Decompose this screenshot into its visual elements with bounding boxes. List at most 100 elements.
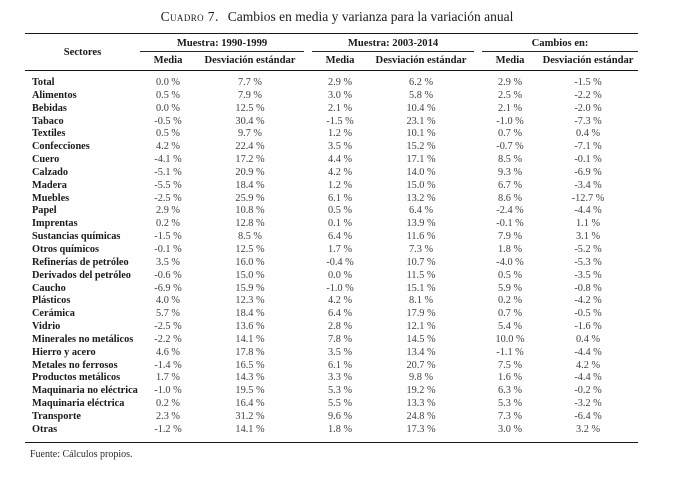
column-gap	[304, 218, 312, 231]
desviacion-2003-value: 13.4 %	[406, 346, 436, 358]
desviacion-1990-value: 8.5 %	[237, 231, 263, 243]
sector-name: Refinerías de petróleo	[32, 256, 129, 268]
column-header-sectores: Sectores	[25, 33, 140, 71]
desviacion-1990-value: 25.9 %	[235, 192, 265, 204]
column-gap	[304, 398, 312, 411]
media-1990-value: -2.2 %	[154, 333, 182, 345]
media-1990-value: -5.1 %	[154, 166, 182, 178]
cambio-media-value: 5.4 %	[498, 321, 523, 333]
sector-name: Madera	[32, 179, 67, 191]
table-row: Sustancias químicas -1.5 % 8.5 % 6.4 % 1…	[25, 231, 638, 244]
column-gap	[474, 90, 482, 103]
cambio-desviacion-value: -5.2 %	[574, 243, 602, 255]
desviacion-2003-value: 19.2 %	[406, 385, 436, 397]
desviacion-2003-value: 13.9 %	[406, 218, 436, 230]
cambio-media-value: 7.3 %	[498, 410, 523, 422]
desviacion-1990-value: 17.2 %	[235, 154, 265, 166]
desviacion-2003-value: 20.7 %	[406, 359, 436, 371]
desviacion-2003-value: 14.5 %	[406, 333, 436, 345]
table-row: Productos metálicos 1.7 % 14.3 % 3.3 % 9…	[25, 372, 638, 385]
sector-name: Bebidas	[32, 102, 67, 114]
table-row: Cuero -4.1 % 17.2 % 4.4 % 17.1 % 8.5 % -…	[25, 154, 638, 167]
cambio-media-value: -2.4 %	[496, 205, 524, 217]
desviacion-1990-value: 7.7 %	[237, 77, 263, 88]
desviacion-1990-value: 9.7 %	[237, 128, 263, 140]
desviacion-2003-value: 12.1 %	[406, 321, 436, 333]
table-row: Otros químicos -0.1 % 12.5 % 1.7 % 7.3 %…	[25, 244, 638, 257]
media-1990-value: 0.0 %	[155, 77, 181, 88]
column-gap	[474, 385, 482, 398]
source-note: Fuente: Cálculos propios.	[30, 448, 133, 460]
column-gap	[474, 295, 482, 308]
desviacion-2003-value: 6.2 %	[409, 77, 434, 88]
desviacion-1990-value: 17.8 %	[235, 346, 265, 358]
media-1990-value: 3.5 %	[155, 256, 181, 268]
media-2003-value: 2.8 %	[328, 321, 353, 333]
cambio-media-value: 0.7 %	[498, 128, 523, 140]
table-row: Derivados del petróleo -0.6 % 15.0 % 0.0…	[25, 270, 638, 283]
sector-name: Cerámica	[32, 308, 75, 320]
desviacion-1990-value: 16.5 %	[235, 359, 265, 371]
cambio-desviacion-value: -7.1 %	[574, 141, 602, 153]
media-2003-value: 2.1 %	[328, 102, 353, 114]
sector-name: Alimentos	[32, 89, 77, 101]
desviacion-2003-value: 17.3 %	[406, 423, 436, 435]
table-header: Sectores Muestra: 1990-1999 Muestra: 200…	[25, 33, 639, 71]
column-gap	[304, 103, 312, 116]
group-header-muestra-1990-1999: Muestra: 1990-1999	[140, 33, 305, 52]
media-2003-value: 3.5 %	[328, 141, 353, 153]
media-1990-value: -1.0 %	[154, 385, 182, 397]
table-row: Imprentas 0.2 % 12.8 % 0.1 % 13.9 % -0.1…	[25, 218, 638, 231]
cambio-media-value: 0.2 %	[498, 295, 523, 307]
desviacion-2003-value: 13.2 %	[406, 192, 436, 204]
sector-name: Cuero	[32, 154, 60, 166]
desviacion-2003-value: 17.1 %	[406, 154, 436, 166]
column-gap	[474, 116, 482, 129]
column-gap	[304, 411, 312, 424]
media-1990-value: 4.0 %	[155, 295, 181, 307]
cambio-media-value: 0.7 %	[498, 308, 523, 320]
table-caption: Cuadro 7. Cambios en media y varianza par…	[0, 0, 674, 25]
desviacion-2003-value: 11.6 %	[406, 231, 436, 243]
sector-name: Confecciones	[32, 141, 90, 153]
desviacion-1990-value: 19.5 %	[235, 385, 265, 397]
cambio-desviacion-value: -2.2 %	[574, 89, 602, 101]
sector-name: Papel	[32, 205, 57, 217]
cambio-desviacion-value: -2.0 %	[574, 102, 602, 114]
table-row: Vidrio -2.5 % 13.6 % 2.8 % 12.1 % 5.4 % …	[25, 321, 638, 334]
table-caption-label: Cuadro 7.	[160, 9, 219, 24]
media-2003-value: 0.1 %	[328, 218, 353, 230]
column-gap	[304, 347, 312, 360]
cambio-desviacion-value: -3.4 %	[574, 179, 602, 191]
desviacion-1990-value: 16.0 %	[235, 256, 265, 268]
desviacion-2003-value: 10.4 %	[406, 102, 436, 114]
table-caption-text: Cambios en media y varianza para la vari…	[227, 9, 514, 24]
column-gap	[474, 398, 482, 411]
table-row: Textiles 0.5 % 9.7 % 1.2 % 10.1 % 0.7 % …	[25, 128, 638, 141]
cambio-desviacion-value: -1.5 %	[574, 77, 602, 88]
group-header-cambios-en: Cambios en:	[482, 33, 639, 52]
column-gap	[474, 128, 482, 141]
subheader-desviacion-2003: Desviación estándar	[368, 51, 475, 71]
media-2003-value: 0.5 %	[328, 205, 353, 217]
cambio-media-value: -0.1 %	[496, 218, 524, 230]
cambio-desviacion-value: 4.2 %	[576, 359, 601, 371]
column-gap	[304, 295, 312, 308]
column-gap	[304, 71, 312, 90]
subheader-media-2003: Media	[312, 51, 369, 71]
cambio-desviacion-value: 0.4 %	[576, 128, 601, 140]
cambio-media-value: -1.0 %	[496, 115, 524, 127]
cambio-media-value: 2.9 %	[498, 77, 523, 88]
cambio-media-value: 8.6 %	[498, 192, 523, 204]
media-2003-value: 6.1 %	[328, 192, 353, 204]
cambio-desviacion-value: 1.1 %	[576, 218, 601, 230]
desviacion-1990-value: 14.3 %	[235, 372, 265, 384]
column-gap	[474, 218, 482, 231]
sector-name: Maquinaria no eléctrica	[32, 385, 138, 397]
media-1990-value: 0.5 %	[155, 89, 181, 101]
desviacion-1990-value: 12.3 %	[235, 295, 265, 307]
desviacion-2003-value: 23.1 %	[406, 115, 436, 127]
subheader-row: Media Desviación estándar Media Desviaci…	[25, 51, 639, 71]
desviacion-1990-value: 14.1 %	[235, 333, 265, 345]
